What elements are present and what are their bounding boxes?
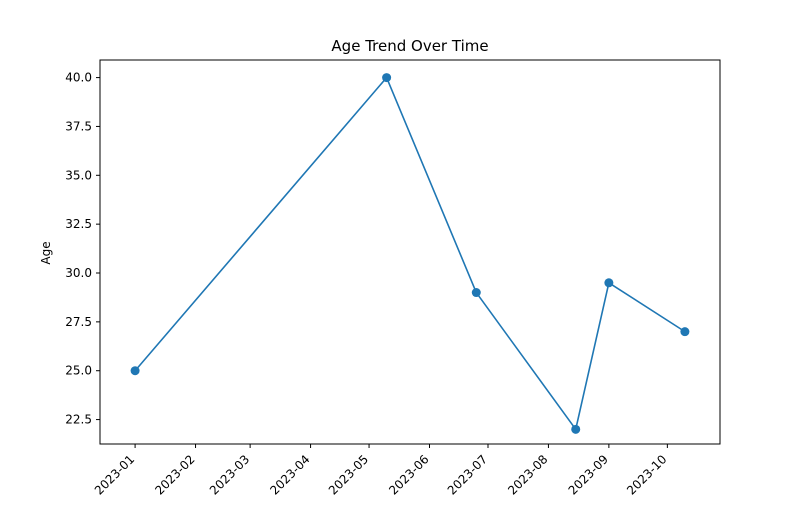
x-tick-label: 2023-09: [566, 452, 611, 497]
x-tick-label: 2023-10: [624, 452, 669, 497]
data-point: [130, 366, 140, 376]
chart-title: Age Trend Over Time: [331, 37, 488, 55]
y-tick-label: 22.5: [65, 413, 92, 427]
plot-area: 22.5 25.0 27.5 30.0 32.5 35.0 37.5 40.0 2023-01 2…: [65, 59, 721, 498]
x-tick-label: 2023-06: [386, 452, 431, 497]
series-line: [134, 76, 686, 431]
y-tick-label: 25.0: [65, 364, 92, 378]
x-tick-label: 2023-02: [152, 452, 197, 497]
x-tick-label: 2023-04: [267, 452, 312, 497]
y-tick-label: 27.5: [65, 315, 92, 329]
x-tick-label: 2023-08: [505, 452, 550, 497]
data-point: [471, 288, 481, 298]
x-tick-label: 2023-03: [207, 452, 252, 497]
y-axis-label: Age: [39, 241, 53, 264]
y-tick-label: 35.0: [65, 168, 92, 182]
y-tick-label: 40.0: [65, 71, 92, 85]
y-tick-label: 32.5: [65, 217, 92, 231]
y-tick-label: 37.5: [65, 119, 92, 133]
data-point: [680, 327, 690, 337]
x-tick-label: 2023-05: [326, 452, 371, 497]
x-tick-label: 2023-07: [445, 452, 490, 497]
data-point: [571, 424, 581, 434]
x-tick-label: 2023-01: [92, 452, 137, 497]
data-point: [604, 278, 614, 288]
data-point: [382, 73, 392, 83]
plot-frame: [99, 59, 721, 445]
y-tick-label: 30.0: [65, 266, 92, 280]
